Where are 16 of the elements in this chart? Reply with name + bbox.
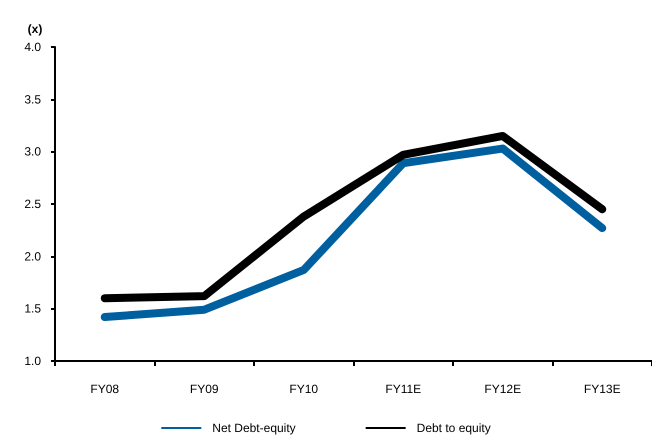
x-tick-label: FY11E [385,382,422,396]
y-tick-label: 2.0 [24,249,42,264]
x-tick-label: FY08 [90,382,120,396]
y-tick-label: 3.5 [24,92,42,106]
legend-label: Net Debt-equity [212,421,296,435]
y-tick-label: 2.5 [24,197,42,211]
x-tick-label: FY13E [584,382,621,396]
y-tick-label: 3.0 [24,144,42,159]
y-axis-title: (x) [28,22,42,36]
y-tick-label: 1.0 [24,354,42,368]
legend-label: Debt to equity [416,421,491,435]
y-tick-label: 1.5 [24,302,42,316]
x-tick-label: FY09 [190,382,219,396]
y-tick-label: 4.0 [24,40,42,54]
x-tick-label: FY12E [484,382,522,396]
x-tick-label: FY10 [289,382,318,396]
